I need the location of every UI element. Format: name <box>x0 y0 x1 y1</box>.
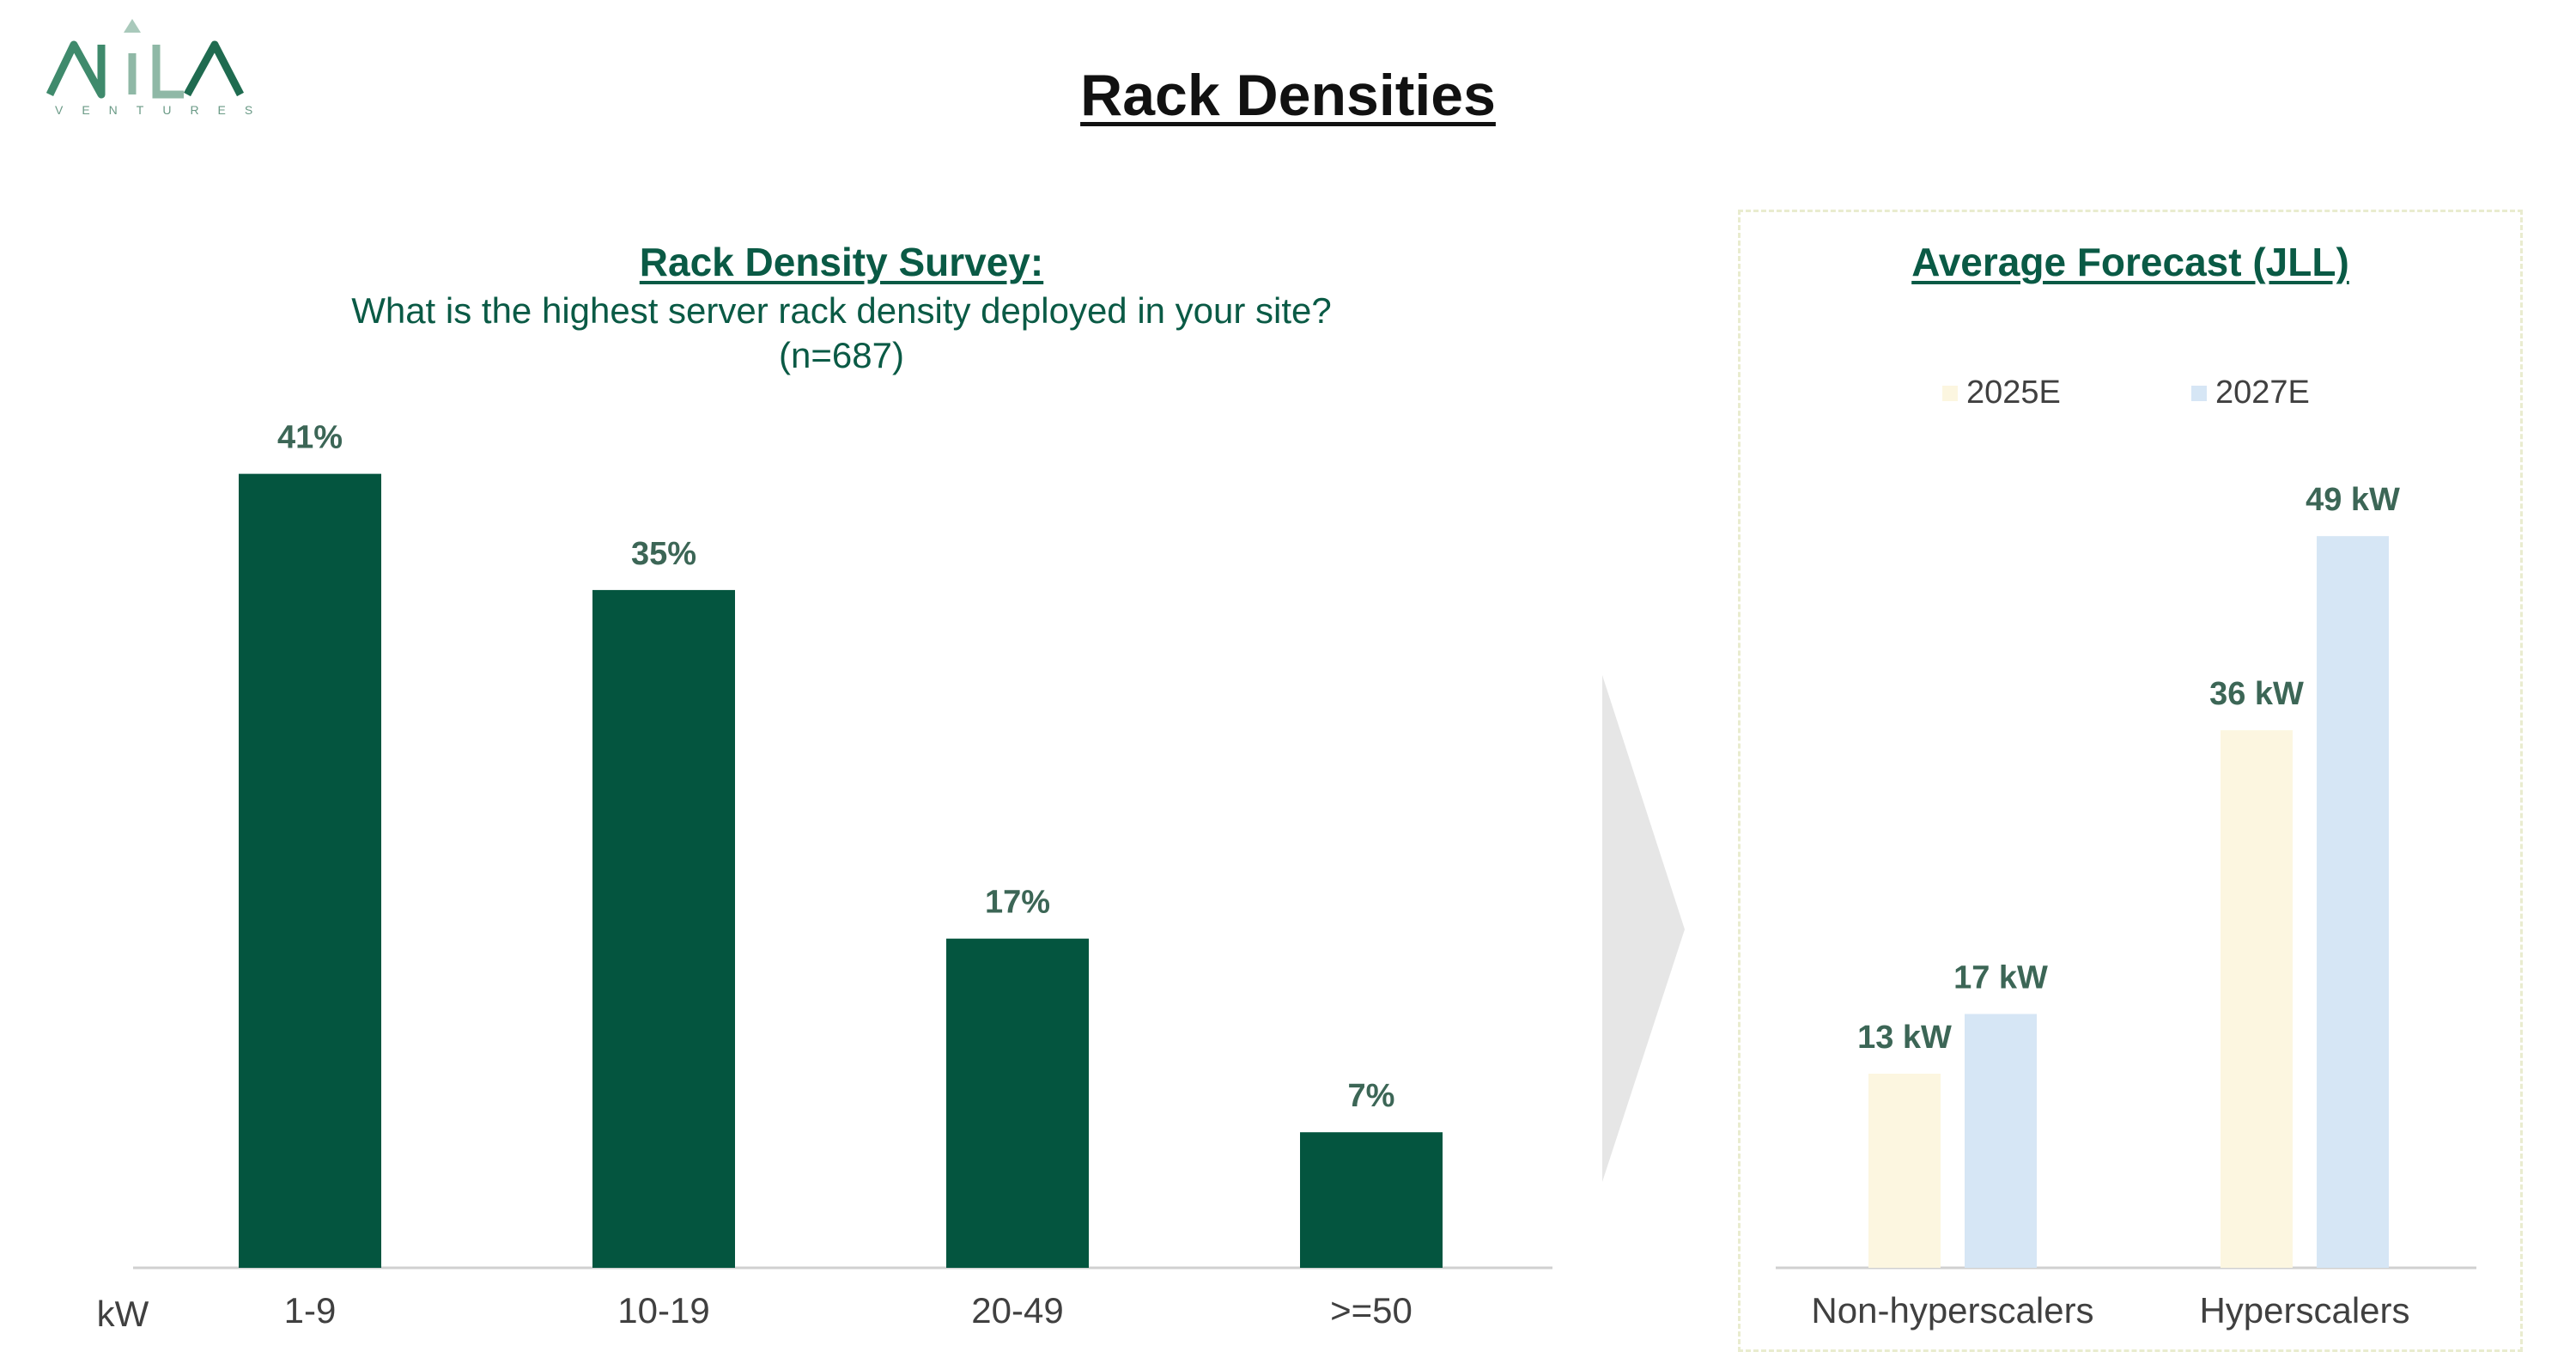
bar-50 <box>1300 1132 1443 1268</box>
survey-chart-sample-size: (n=687) <box>779 335 904 375</box>
data-label-1-9: 41% <box>277 420 343 456</box>
data-label-non-hyperscalers-2027e: 17 kW <box>1953 959 2048 996</box>
bar-non-hyperscalers-2027e <box>1965 1014 2037 1268</box>
chevron-right-icon <box>1602 675 1685 1182</box>
legend-item-2027e: 2027E <box>2191 375 2310 411</box>
forecast-panel <box>1738 210 2523 1352</box>
x-tick-label-1-9: 1-9 <box>284 1290 337 1331</box>
forecast-chart-title: Average Forecast (JLL) <box>1911 240 2349 284</box>
data-label-20-49: 17% <box>985 885 1050 921</box>
legend-item-2025e: 2025E <box>1942 375 2061 411</box>
bar-10-19 <box>592 589 735 1268</box>
bar-1-9 <box>239 473 381 1268</box>
data-label-non-hyperscalers-2025e: 13 kW <box>1857 1020 1952 1056</box>
nila-ventures-logo: VENTURES <box>46 19 252 122</box>
x-tick-label-non-hyperscalers: Non-hyperscalers <box>1811 1290 2093 1331</box>
logo-mark-icon <box>46 19 244 99</box>
data-label-hyperscalers-2025e: 36 kW <box>2209 676 2304 712</box>
x-tick-label-50: >=50 <box>1330 1290 1413 1331</box>
data-label-50: 7% <box>1348 1078 1395 1114</box>
page-title: Rack Densities <box>1080 63 1496 128</box>
bar-hyperscalers-2025e <box>2221 730 2293 1268</box>
x-axis-unit-label: kW <box>97 1294 149 1334</box>
survey-chart-subtitle: What is the highest server rack density … <box>351 290 1332 331</box>
bar-hyperscalers-2027e <box>2317 536 2389 1268</box>
x-tick-label-10-19: 10-19 <box>617 1290 709 1331</box>
data-label-10-19: 35% <box>631 536 696 572</box>
legend-swatch-2027e <box>2191 385 2207 401</box>
data-label-hyperscalers-2027e: 49 kW <box>2306 482 2400 518</box>
legend-label-2025e: 2025E <box>1966 375 2061 411</box>
legend-swatch-2025e <box>1942 385 1958 401</box>
survey-chart-title: Rack Density Survey: <box>639 240 1044 284</box>
bar-20-49 <box>946 938 1089 1268</box>
logo-subtitle: VENTURES <box>55 103 272 117</box>
x-tick-label-20-49: 20-49 <box>971 1290 1063 1331</box>
x-tick-label-hyperscalers: Hyperscalers <box>2199 1290 2409 1331</box>
bar-non-hyperscalers-2025e <box>1868 1074 1941 1268</box>
legend-label-2027e: 2027E <box>2215 375 2310 411</box>
survey-bar-chart: 41% 1-9 35% 10-19 17% 20-49 7% >=50 kW <box>97 420 1552 1334</box>
